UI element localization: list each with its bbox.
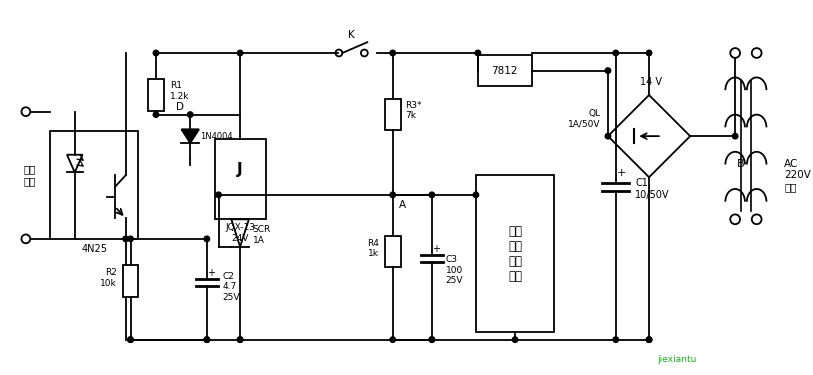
Text: 14 V: 14 V [640, 77, 662, 87]
Circle shape [390, 192, 395, 198]
Bar [385, 99, 401, 130]
Circle shape [475, 50, 480, 56]
Text: QL
1A/50V: QL 1A/50V [567, 109, 600, 128]
Text: 4N25: 4N25 [81, 244, 107, 254]
Text: 7812: 7812 [492, 66, 518, 76]
Text: C1
10/50V: C1 10/50V [635, 178, 670, 200]
Text: B: B [737, 159, 745, 168]
Circle shape [237, 50, 243, 56]
Text: J: J [237, 162, 243, 177]
Circle shape [153, 50, 159, 56]
Text: jiexiantu: jiexiantu [657, 355, 696, 364]
Circle shape [123, 236, 128, 242]
Text: A: A [398, 200, 406, 210]
Text: +: + [207, 268, 215, 278]
Bar [148, 80, 163, 111]
Circle shape [204, 236, 210, 242]
Circle shape [733, 134, 738, 139]
Bar [215, 139, 266, 219]
Text: 1N4004: 1N4004 [200, 132, 233, 141]
Circle shape [646, 50, 652, 56]
Text: +: + [617, 168, 626, 178]
Text: +: + [432, 244, 440, 254]
Circle shape [128, 236, 133, 242]
Polygon shape [181, 129, 199, 143]
Circle shape [613, 337, 619, 342]
Circle shape [429, 192, 435, 198]
Text: R3*
7k: R3* 7k [406, 101, 422, 120]
Circle shape [605, 68, 611, 74]
Text: 音频
信号
发生
电路: 音频 信号 发生 电路 [508, 225, 522, 282]
Text: C3
100
25V: C3 100 25V [446, 255, 463, 285]
Circle shape [646, 337, 652, 342]
Bar [476, 175, 554, 332]
Circle shape [215, 192, 221, 198]
Text: R1
1.2k: R1 1.2k [170, 81, 189, 101]
Circle shape [512, 337, 518, 342]
Text: 音频
输入: 音频 输入 [24, 165, 37, 186]
Bar [123, 265, 138, 297]
Text: D: D [176, 102, 185, 112]
Circle shape [605, 134, 611, 139]
Text: AC
220V
电源: AC 220V 电源 [784, 159, 811, 192]
Text: R4
1k: R4 1k [367, 239, 379, 258]
Circle shape [153, 112, 159, 117]
Bar [50, 131, 138, 239]
Circle shape [188, 112, 193, 117]
Circle shape [128, 337, 133, 342]
Bar [385, 236, 401, 267]
Text: C2
4.7
25V: C2 4.7 25V [223, 272, 240, 302]
Circle shape [646, 337, 652, 342]
Circle shape [237, 337, 243, 342]
Text: R2
10k: R2 10k [100, 268, 117, 288]
Text: JQX-13
24V: JQX-13 24V [225, 223, 255, 243]
Circle shape [204, 337, 210, 342]
Circle shape [473, 192, 479, 198]
Circle shape [390, 50, 395, 56]
Circle shape [429, 337, 435, 342]
Circle shape [204, 337, 210, 342]
Text: K: K [348, 30, 355, 40]
Circle shape [429, 337, 435, 342]
Bar [478, 55, 532, 86]
Circle shape [128, 337, 133, 342]
Circle shape [613, 50, 619, 56]
Circle shape [390, 337, 395, 342]
Text: SCR
1A: SCR 1A [253, 225, 271, 245]
Circle shape [237, 337, 243, 342]
